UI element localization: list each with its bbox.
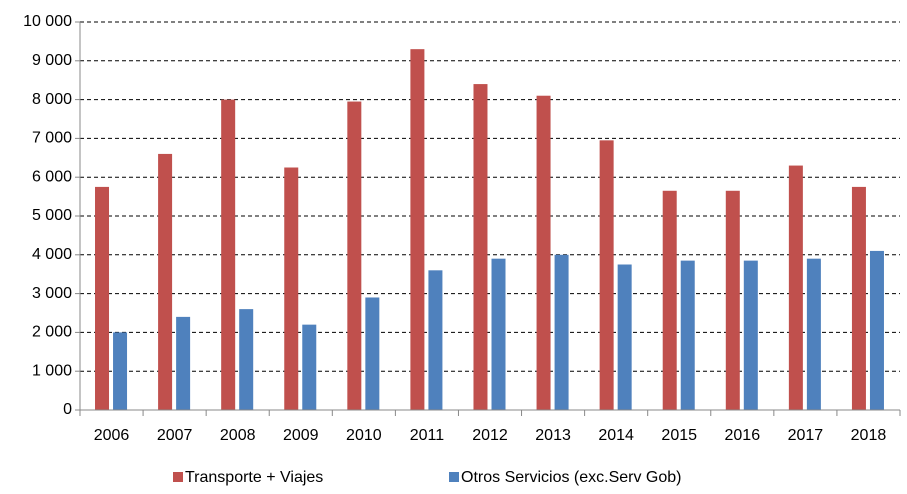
bar (113, 332, 128, 410)
x-tick-label: 2008 (220, 427, 256, 444)
bar (680, 260, 695, 410)
bar (599, 140, 614, 410)
bar (410, 49, 425, 410)
x-tick-label: 2015 (661, 427, 697, 444)
x-tick-label: 2006 (94, 427, 130, 444)
bar (617, 264, 632, 410)
bar (95, 186, 110, 410)
bar (662, 190, 677, 410)
bar (158, 153, 173, 411)
y-tick-label: 7 000 (32, 130, 72, 147)
x-tick-label: 2014 (598, 427, 634, 444)
legend-label: Transporte + Viajes (185, 469, 323, 486)
bar (554, 254, 569, 410)
y-tick-label: 10 000 (23, 13, 72, 30)
bar (365, 297, 380, 410)
bar (428, 270, 443, 410)
y-tick-label: 1 000 (32, 362, 72, 379)
bar (788, 165, 803, 410)
bar (491, 258, 506, 410)
x-tick-label: 2007 (157, 427, 193, 444)
legend-swatch (449, 472, 459, 482)
y-tick-label: 8 000 (32, 91, 72, 108)
y-tick-label: 3 000 (32, 285, 72, 302)
bar (806, 258, 821, 410)
x-tick-label: 2017 (788, 427, 824, 444)
bar (176, 316, 191, 410)
y-tick-label: 6 000 (32, 168, 72, 185)
bar (536, 95, 551, 410)
x-tick-label: 2012 (472, 427, 508, 444)
bar (869, 250, 884, 410)
y-tick-label: 4 000 (32, 246, 72, 263)
x-tick-label: 2009 (283, 427, 319, 444)
x-tick-label: 2016 (725, 427, 761, 444)
y-tick-label: 2 000 (32, 324, 72, 341)
x-tick-label: 2011 (410, 427, 445, 444)
x-tick-label: 2013 (535, 427, 571, 444)
bar (473, 84, 488, 410)
bar (284, 167, 299, 410)
x-tick-label: 2018 (851, 427, 887, 444)
bar (725, 190, 740, 410)
bar (851, 186, 866, 410)
y-tick-label: 0 (63, 401, 72, 418)
legend-label: Otros Servicios (exc.Serv Gob) (461, 469, 682, 486)
y-tick-label: 9 000 (32, 52, 72, 69)
bar (347, 101, 362, 410)
bar (221, 99, 236, 410)
y-tick-label: 5 000 (32, 207, 72, 224)
bar (743, 260, 758, 410)
bar (239, 309, 254, 410)
legend-swatch (173, 472, 183, 482)
x-tick-label: 2010 (346, 427, 382, 444)
bar (302, 324, 317, 410)
